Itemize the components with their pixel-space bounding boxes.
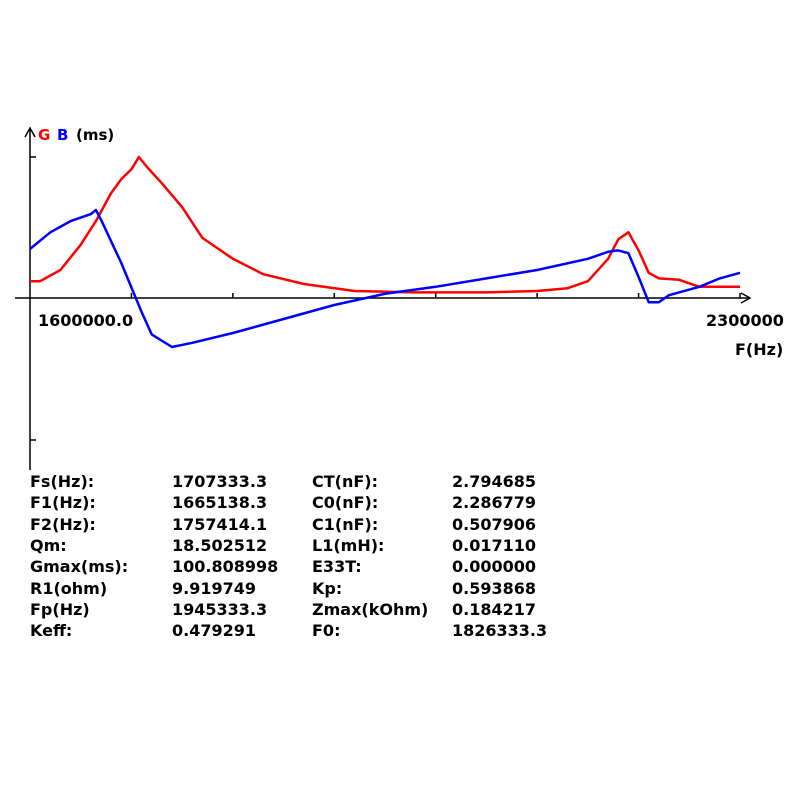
- legend-b: B: [57, 126, 68, 144]
- x-tick-label-min: 1600000.0: [38, 311, 133, 330]
- x-axis-arrow: [740, 292, 752, 304]
- parameter-value: 9.919749: [172, 578, 257, 598]
- parameter-value: 1757414.1: [172, 514, 268, 534]
- parameter-label-2: F0:: [312, 621, 341, 641]
- parameter-label-2: E33T:: [312, 557, 362, 577]
- x-axis-ticks: [130, 293, 741, 298]
- parameter-value-2: 0.000000: [452, 557, 537, 577]
- parameter-label: Keff:: [30, 621, 73, 641]
- parameter-label-2: C1(nF):: [312, 514, 379, 534]
- parameter-value-2: 0.017110: [452, 535, 537, 555]
- y-axis-ticks: [30, 156, 36, 441]
- parameter-label: Fp(Hz): [30, 599, 90, 619]
- legend: G B (ms): [38, 126, 114, 144]
- parameter-label: F2(Hz):: [30, 514, 96, 534]
- chart: G B (ms) 1600000.0 2300000 F(Hz): [15, 126, 784, 470]
- parameter-value-2: 0.593868: [452, 578, 537, 598]
- parameter-value-2: 2.794685: [452, 472, 537, 491]
- parameter-label: Gmax(ms):: [30, 557, 129, 577]
- series-line-b: [29, 208, 741, 349]
- parameter-value-2: 0.507906: [452, 514, 537, 534]
- parameter-label-2: Zmax(kOhm): [312, 599, 429, 619]
- parameter-value-2: 0.184217: [452, 599, 537, 619]
- y-axis-arrow: [24, 126, 36, 138]
- parameter-value: 1707333.3: [172, 472, 268, 491]
- parameter-label-2: C0(nF):: [312, 493, 379, 513]
- parameter-value: 0.479291: [172, 621, 257, 641]
- series-group: [29, 155, 741, 349]
- parameter-value-2: 2.286779: [452, 493, 537, 513]
- parameter-label: Qm:: [30, 535, 67, 555]
- parameter-label-2: Kp:: [312, 578, 343, 598]
- y-unit-label: (ms): [76, 126, 114, 144]
- parameter-value: 100.808998: [172, 557, 279, 577]
- parameter-label-2: CT(nF):: [312, 472, 378, 491]
- parameter-value: 18.502512: [172, 535, 268, 555]
- x-axis-label: F(Hz): [735, 340, 783, 359]
- parameter-value: 1665138.3: [172, 493, 268, 513]
- parameter-label-2: L1(mH):: [312, 535, 385, 555]
- parameter-label: F1(Hz):: [30, 493, 96, 513]
- parameter-value-2: 1826333.3: [452, 621, 548, 641]
- legend-g: G: [38, 126, 50, 144]
- parameter-label: Fs(Hz):: [30, 472, 95, 491]
- series-line-g: [30, 155, 740, 294]
- x-tick-label-max: 2300000: [706, 311, 784, 330]
- axes: [15, 126, 752, 470]
- parameter-label: R1(ohm): [30, 578, 108, 598]
- parameter-value: 1945333.3: [172, 599, 268, 619]
